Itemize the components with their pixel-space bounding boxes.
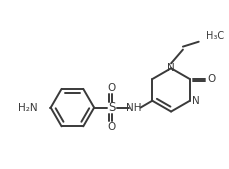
Text: O: O (107, 122, 115, 132)
Text: O: O (207, 74, 215, 84)
Text: S: S (108, 101, 115, 114)
Text: H₂N: H₂N (18, 103, 38, 113)
Text: O: O (107, 83, 115, 93)
Text: H₃C: H₃C (205, 31, 223, 41)
Text: N: N (166, 63, 174, 73)
Text: N: N (191, 96, 199, 106)
Text: NH: NH (125, 103, 141, 113)
